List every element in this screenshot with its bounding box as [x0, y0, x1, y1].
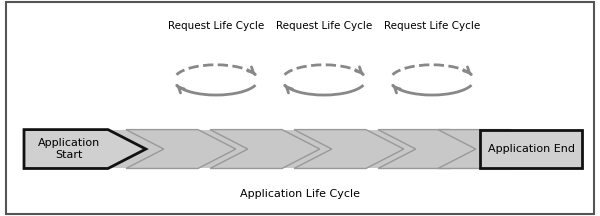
FancyBboxPatch shape: [108, 130, 576, 168]
FancyBboxPatch shape: [6, 2, 594, 214]
Polygon shape: [294, 130, 404, 168]
Polygon shape: [378, 130, 488, 168]
FancyBboxPatch shape: [480, 130, 582, 168]
Text: Request Life Cycle: Request Life Cycle: [276, 21, 372, 31]
Polygon shape: [210, 130, 320, 168]
Text: Application
Start: Application Start: [38, 138, 100, 160]
Text: Application End: Application End: [487, 144, 575, 154]
Text: Application Life Cycle: Application Life Cycle: [240, 189, 360, 199]
Polygon shape: [438, 130, 548, 168]
Text: Request Life Cycle: Request Life Cycle: [384, 21, 480, 31]
Text: Request Life Cycle: Request Life Cycle: [168, 21, 264, 31]
Polygon shape: [126, 130, 236, 168]
Polygon shape: [24, 130, 146, 168]
